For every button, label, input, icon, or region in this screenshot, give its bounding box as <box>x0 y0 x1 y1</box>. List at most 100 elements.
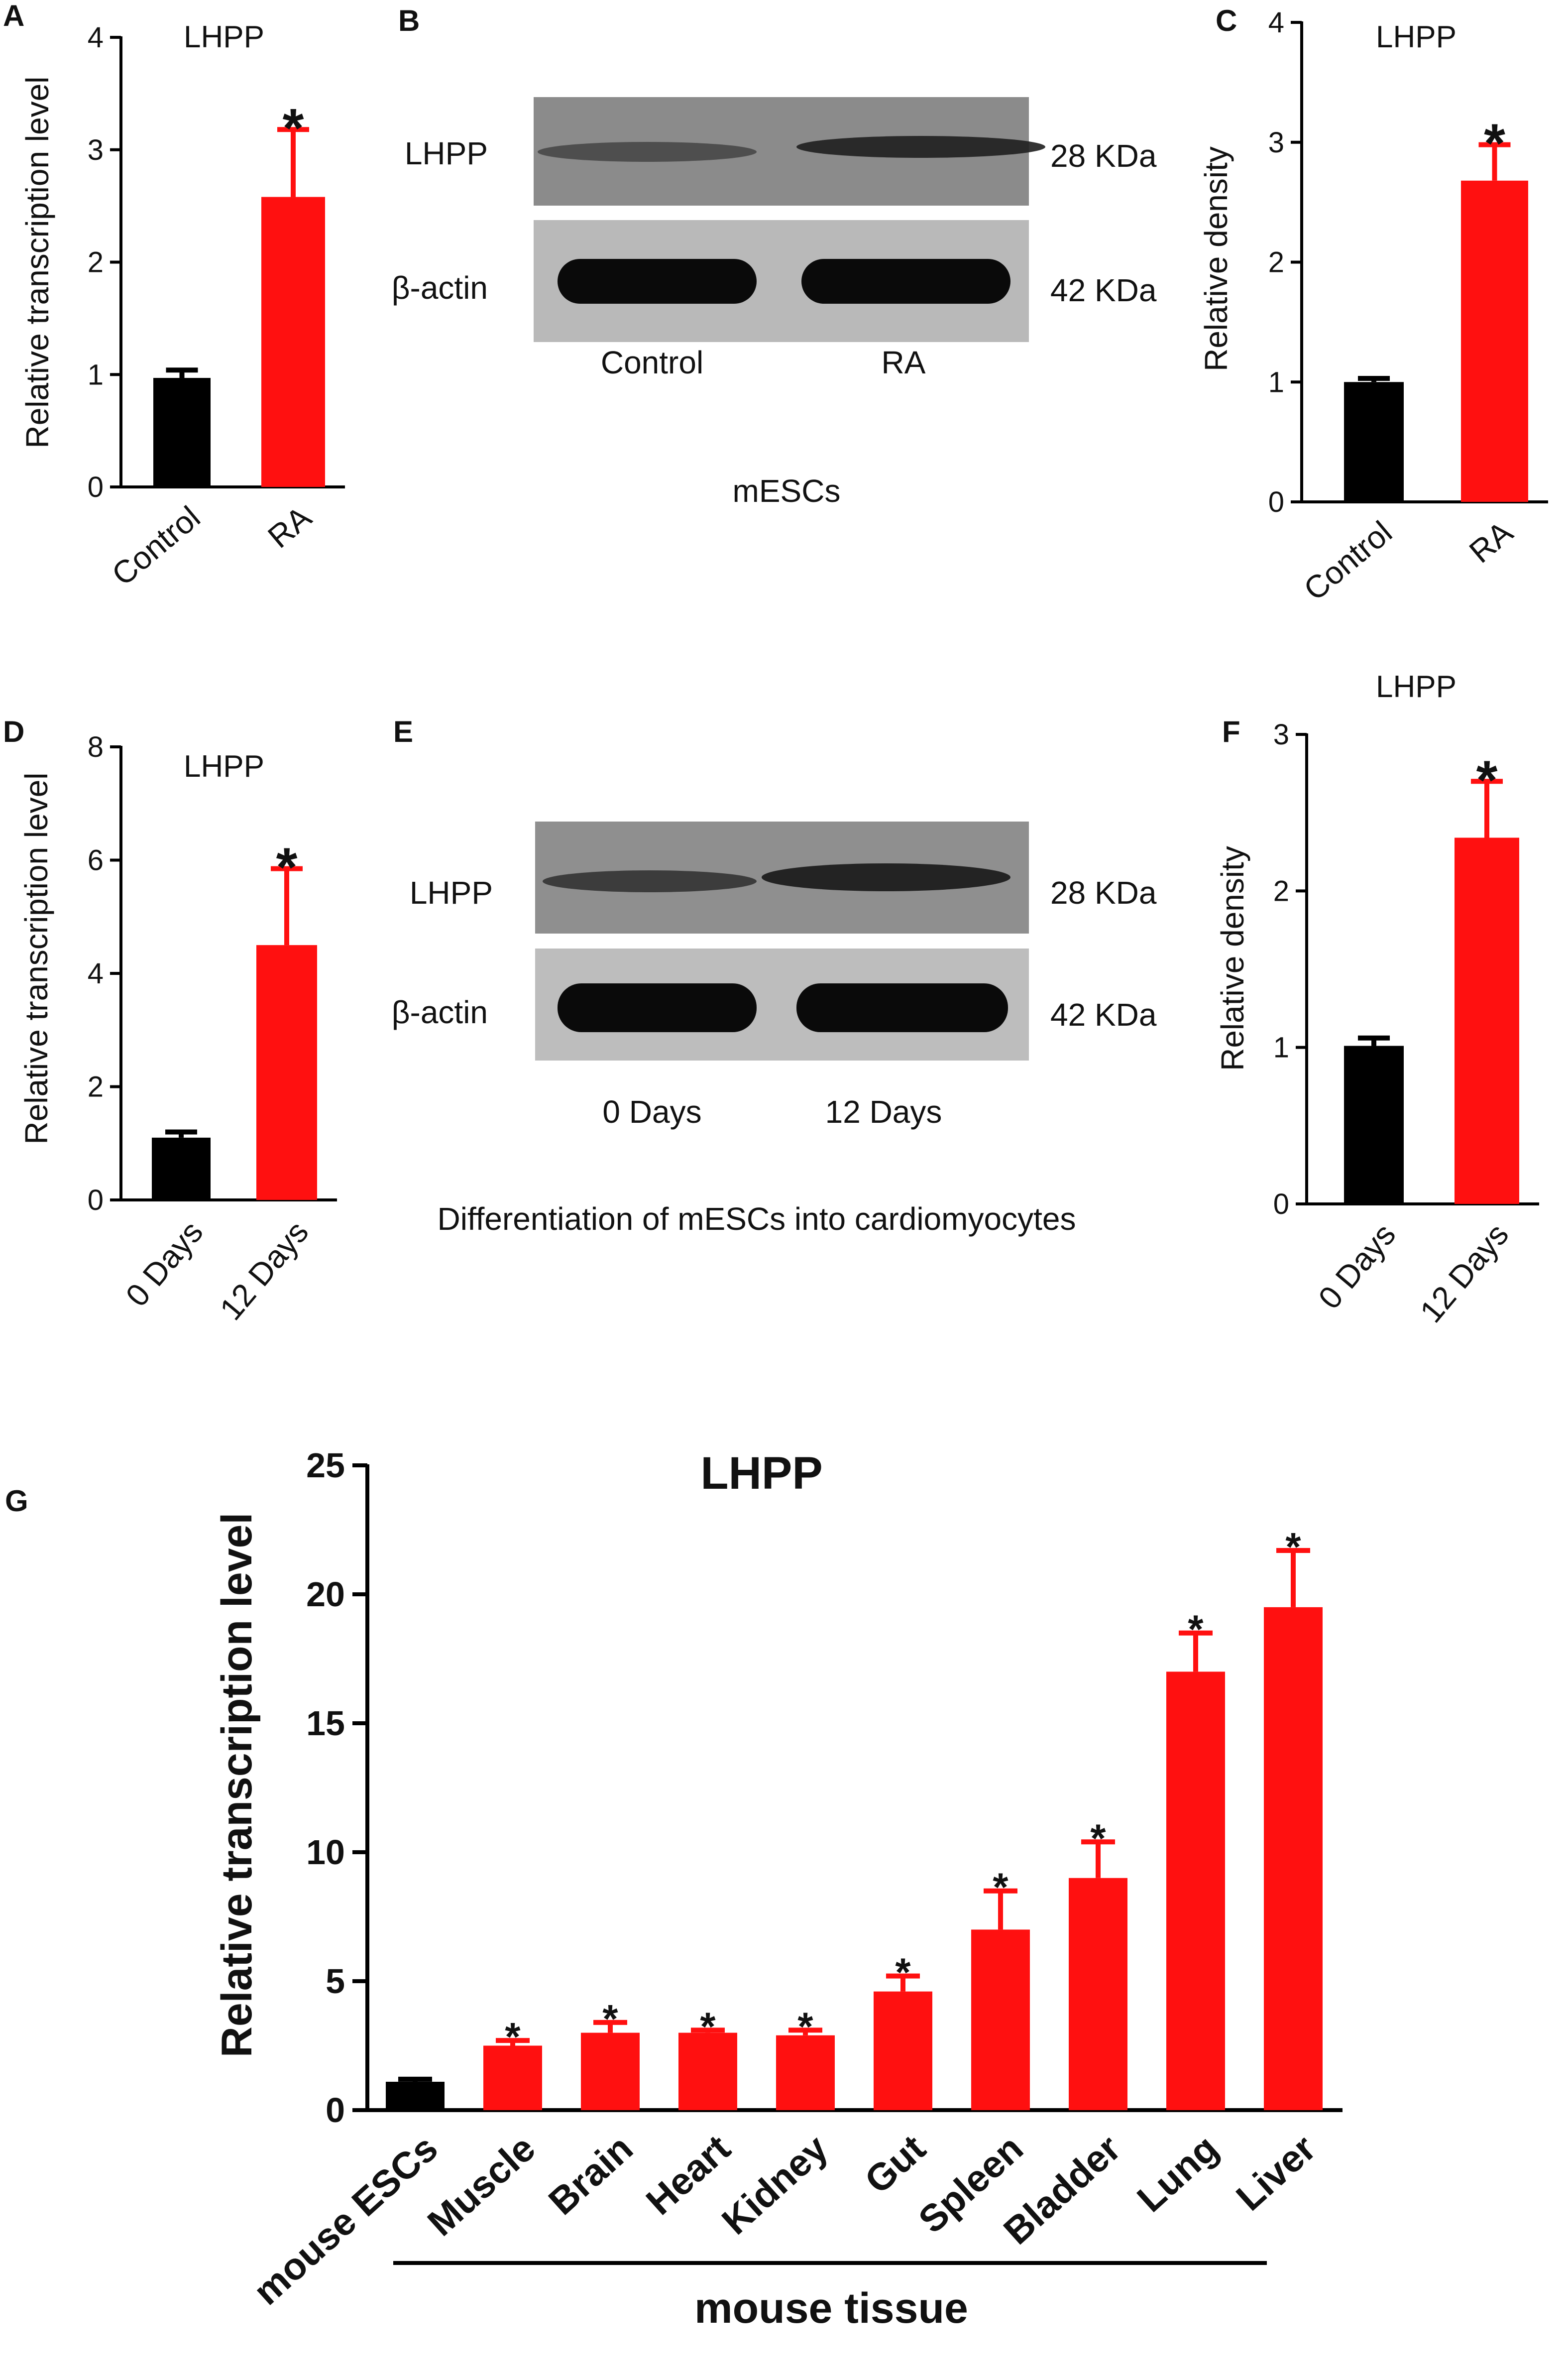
panel-a-y-tick-label: 4 <box>88 21 104 54</box>
panel-g-y-axis-title: Relative transcription level <box>213 1513 261 2058</box>
panel-letter-e: E <box>393 715 413 748</box>
panel-g-bar-brain <box>581 2032 640 2110</box>
panel-c-y-tick-label: 2 <box>1268 246 1284 279</box>
blot-b-kda-lhpp: 28 KDa <box>1050 138 1157 174</box>
chart-panel-c: 0 1 2 3 4 Control * RA Relative density LHPP <box>1198 6 1548 607</box>
panel-g-y-tick-label: 0 <box>326 2091 345 2130</box>
blot-b-lane-ra: RA <box>882 345 926 380</box>
blot-e-row-label-actin: β-actin <box>392 994 488 1030</box>
blot-e-kda-actin: 42 KDa <box>1050 997 1157 1033</box>
panel-a-category-control: Control <box>105 499 207 593</box>
blot-b-actin-band-ra <box>801 259 1010 304</box>
panel-g-category-gut: Gut <box>857 2127 933 2202</box>
panel-g-bar-liver <box>1264 1607 1323 2110</box>
panel-a-category-ra: RA <box>261 499 318 555</box>
panel-a-bar-ra <box>261 197 325 487</box>
panel-d-bar-0-days <box>152 1137 211 1200</box>
panel-f-category-12-days: 12 Days <box>1413 1217 1515 1329</box>
panel-d-y-axis-title: Relative transcription level <box>18 773 54 1145</box>
panel-a-bar-control <box>153 378 211 487</box>
panel-a-y-tick-label: 0 <box>88 471 104 503</box>
blot-e-lane-12-days: 12 Days <box>825 1094 942 1130</box>
blot-e-lane-0-days: 0 Days <box>602 1094 701 1130</box>
blot-e-row-label-lhpp: LHPP <box>410 875 493 911</box>
panel-f-y-tick-label: 1 <box>1273 1032 1289 1064</box>
panel-g-y-tick-label: 5 <box>326 1962 345 2001</box>
panel-g-bar-heart <box>678 2032 737 2110</box>
panel-g-significance-kidney: * <box>797 2004 813 2048</box>
panel-f-bar-0-days <box>1344 1046 1404 1204</box>
panel-c-title: LHPP <box>1376 20 1456 54</box>
western-blot-e: LHPP β-actin 28 KDa 42 KDa 0 Days 12 Day… <box>392 822 1157 1237</box>
chart-panel-a: 0 1 2 3 4 Control * RA Relative transcription le… <box>19 20 345 593</box>
blot-b-actin-band-control <box>558 259 757 304</box>
blot-e-lhpp-band-0-days <box>543 870 757 892</box>
panel-c-y-tick-label: 1 <box>1268 366 1284 398</box>
panel-g-category-liver: Liver <box>1229 2127 1324 2219</box>
panel-letter-g: G <box>5 1484 28 1518</box>
panel-g-bar-lung <box>1166 1671 1225 2110</box>
panel-d-category-0-days: 0 Days <box>118 1214 210 1313</box>
panel-f-category-0-days: 0 Days <box>1311 1217 1402 1316</box>
panel-a-significance-ra: * <box>283 98 304 159</box>
western-blot-b: LHPP β-actin 28 KDa 42 KDa Control RA mE… <box>392 97 1157 509</box>
blot-b-lhpp-band-control <box>538 142 757 162</box>
panel-a-title: LHPP <box>184 20 264 54</box>
panel-g-bar-kidney <box>776 2035 835 2110</box>
panel-letter-c: C <box>1216 4 1237 37</box>
panel-a-y-tick-label: 1 <box>88 358 104 391</box>
panel-c-y-tick-label: 3 <box>1268 126 1284 159</box>
blot-b-lane-control: Control <box>601 345 703 380</box>
panel-g-category-brain: Brain <box>541 2127 641 2223</box>
panel-c-bar-control <box>1344 382 1404 502</box>
panel-f-bar-12-days <box>1455 837 1519 1204</box>
panel-d-bar-12-days <box>256 945 317 1200</box>
chart-panel-f: 0 1 2 3 0 Days * 12 Days Relative density LHPP <box>1215 670 1539 1329</box>
panel-g-significance-heart: * <box>700 2004 716 2048</box>
panel-f-y-tick-label: 3 <box>1273 718 1289 751</box>
panel-g-category-mouse-escs: mouse ESCs <box>245 2127 446 2313</box>
panel-g-bar-mouse-escs <box>386 2082 445 2110</box>
panel-c-significance-ra: * <box>1484 113 1505 174</box>
panel-g-bar-muscle <box>483 2045 542 2110</box>
panel-f-significance-12-days: * <box>1476 749 1498 811</box>
panel-g-x-axis-title: mouse tissue <box>694 2284 968 2332</box>
panel-f-y-tick-label: 0 <box>1273 1188 1289 1220</box>
panel-letter-d: D <box>3 715 24 748</box>
panel-a-y-tick-label: 3 <box>88 134 104 166</box>
panel-g-significance-spleen: * <box>993 1865 1008 1909</box>
panel-c-y-tick-label: 0 <box>1268 486 1284 518</box>
panel-letter-f: F <box>1222 715 1240 748</box>
panel-g-bar-gut <box>874 1991 932 2110</box>
blot-b-row-label-actin: β-actin <box>392 270 488 306</box>
panel-g-significance-muscle: * <box>505 2015 521 2059</box>
panel-f-y-axis-title: Relative density <box>1215 846 1250 1071</box>
panel-letter-b: B <box>398 4 420 37</box>
panel-g-y-tick-label: 15 <box>306 1704 345 1743</box>
panel-g-category-muscle: Muscle <box>420 2127 543 2245</box>
panel-d-y-tick-label: 6 <box>88 844 104 877</box>
panel-d-title: LHPP <box>184 749 264 784</box>
blot-b-kda-actin: 42 KDa <box>1050 272 1157 308</box>
panel-g-bar-spleen <box>971 1929 1030 2110</box>
panel-g-y-tick-label: 25 <box>306 1446 345 1485</box>
panel-g-y-tick-label: 20 <box>306 1575 345 1614</box>
panel-g-category-lung: Lung <box>1129 2127 1227 2220</box>
blot-e-lhpp-band-12-days <box>762 863 1010 891</box>
blot-e-kda-lhpp: 28 KDa <box>1050 875 1157 911</box>
blot-e-caption: Differentiation of mESCs into cardiomyoc… <box>438 1201 1076 1237</box>
blot-b-row-label-lhpp: LHPP <box>405 135 488 171</box>
panel-g-significance-bladder: * <box>1090 1816 1106 1860</box>
panel-d-y-tick-label: 2 <box>88 1071 104 1103</box>
panel-c-bar-ra <box>1461 180 1528 502</box>
panel-a-y-axis-title: Relative transcription level <box>19 77 55 449</box>
blot-e-actin-band-12-days <box>796 983 1008 1032</box>
panel-g-significance-gut: * <box>895 1950 911 1995</box>
panel-g-bar-bladder <box>1069 1878 1127 2110</box>
panel-g-y-tick-label: 10 <box>306 1833 345 1872</box>
panel-g-significance-brain: * <box>602 1997 618 2041</box>
panel-letter-a: A <box>3 0 24 32</box>
panel-f-y-tick-label: 2 <box>1273 875 1289 907</box>
